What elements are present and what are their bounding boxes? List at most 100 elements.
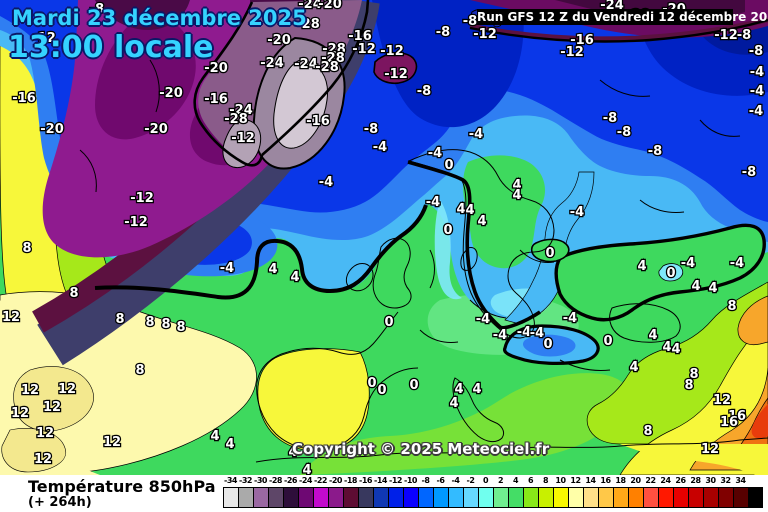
temp-label: 4 [290,270,299,285]
legend-cell [493,487,508,508]
temp-label: 0 [367,376,376,391]
temp-label: -4 [530,326,544,341]
legend-cell [463,487,478,508]
temp-label: -8 [749,44,763,59]
legend-tick: -8 [421,476,430,485]
legend-cell [283,487,298,508]
legend-cell [418,487,433,508]
temp-label: 16 [720,415,738,430]
temp-label: 4 [648,328,657,343]
temp-label: -4 [426,195,440,210]
legend-tick: -10 [404,476,417,485]
temp-label: -4 [476,312,490,327]
temp-label: 4 [472,382,481,397]
temp-label: -4 [469,127,483,142]
legend-tick: -32 [239,476,252,485]
legend-cell [403,487,418,508]
temperature-legend: -34 -32 -30 -28 -26 -24 -22 -20 -18 -16 -14 -12 -10-… [223,475,765,512]
temp-label: -4 [563,311,577,326]
legend-cell [523,487,538,508]
legend-tick: -14 [374,476,387,485]
temp-label: -8 [737,28,751,43]
legend-tick: 30 [705,476,716,485]
legend-cell [313,487,328,508]
legend-cell [703,487,718,508]
legend-cell [718,487,733,508]
temp-label: -16 [306,114,330,129]
legend-tick: 22 [645,476,656,485]
temp-label: 0 [384,315,393,330]
temp-label: -24 [260,56,284,71]
legend-tick: 34 [735,476,746,485]
temp-label: -8 [364,122,378,137]
temp-label: 8 [643,424,652,439]
lead-time: (+ 264h) [28,495,92,510]
temp-label: -24 [294,57,318,72]
temp-label: -4 [681,256,695,271]
temp-label: -28 [315,60,339,75]
map-date: Mardi 23 décembre 2025 [12,6,307,30]
temp-label: -4 [220,261,234,276]
temp-label: 4 [454,382,463,397]
legend-cell [388,487,403,508]
legend-cell [748,487,763,508]
legend-tick: -2 [466,476,475,485]
legend-cell [613,487,628,508]
temp-label: -8 [463,14,477,29]
legend-cell [373,487,388,508]
temp-label: 4 [708,281,717,296]
legend-tick: 0 [482,476,489,485]
legend-tick: -20 [329,476,342,485]
temp-label: -4 [570,205,584,220]
temp-label: 12 [58,382,76,397]
temp-label: 4 [288,445,297,460]
legend-tick: -34 [224,476,237,485]
temp-label: 4 [465,203,474,218]
legend-cell [538,487,553,508]
temp-label: -20 [318,0,342,12]
legend-cell [598,487,613,508]
temp-label: -20 [40,122,64,137]
temp-label: 12 [43,400,61,415]
temp-label: 0 [666,266,675,281]
temp-label: -20 [159,86,183,101]
temperature-map: -8 -12 -16 -20 -20 -20 -16 -20 -24 -28 -12 -12 -12 8-… [0,0,768,475]
map-time: 13:00 locale [8,30,214,65]
temp-label: 4 [637,259,646,274]
temp-label: 4 [512,178,521,193]
temp-label: 12 [34,452,52,467]
temp-label: -8 [90,2,104,17]
legend-tick: -16 [359,476,372,485]
temp-label: -28 [296,17,320,32]
legend-cell [508,487,523,508]
temp-label: 0 [543,337,552,352]
map-canvas: -8-12-16-20-20-20-16-20-24-28-12-12-128-… [0,0,768,475]
map-footer: Température 850hPa (+ 264h) -34 -32 -30 -28… [0,475,768,512]
temp-label: 12 [713,393,731,408]
temp-label: 4 [268,262,277,277]
temp-label: 4 [477,214,486,229]
temp-label: -8 [603,111,617,126]
legend-cell [298,487,313,508]
legend-cell [688,487,703,508]
temp-label: 8 [684,378,693,393]
temp-label: 0 [409,378,418,393]
temp-label: 4 [225,437,234,452]
legend-tick: 20 [630,476,641,485]
temp-label: -12 [380,44,404,59]
legend-cell [328,487,343,508]
temp-label: -8 [417,84,431,99]
temp-label: -12 [231,131,255,146]
temp-label: 8 [135,363,144,378]
legend-cell [268,487,283,508]
temp-label: -20 [144,122,168,137]
temp-label: -8 [617,125,631,140]
temp-label: 0 [444,158,453,173]
temp-label: -4 [373,140,387,155]
temp-label: 8 [22,241,31,256]
temp-label: -4 [493,328,507,343]
legend-tick: 12 [570,476,581,485]
legend-cell [583,487,598,508]
temp-label: -24 [229,103,253,118]
copyright-text: Copyright © 2025 Meteociel.fr [292,440,550,458]
